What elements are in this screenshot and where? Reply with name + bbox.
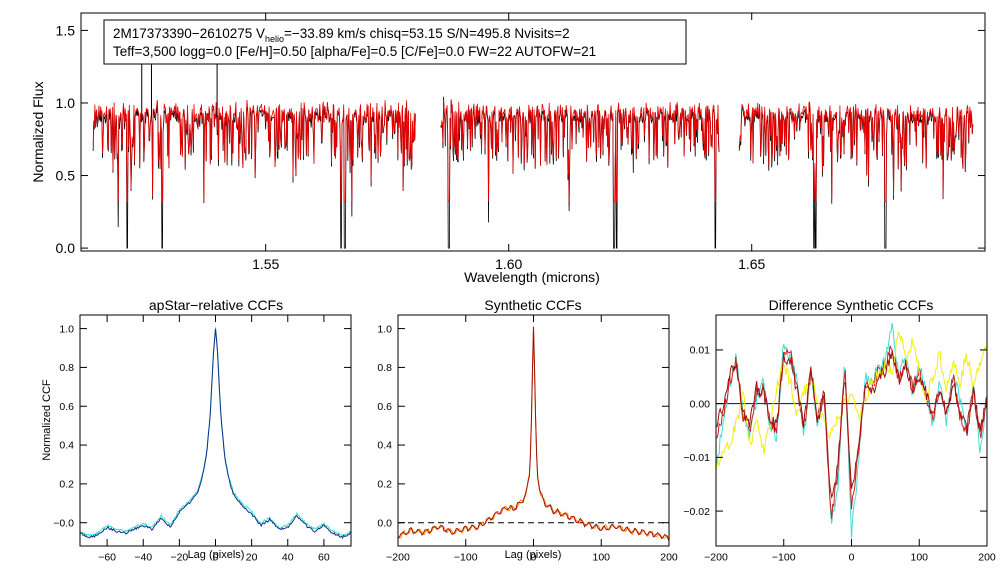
difference-ccf-x-tick-label: 200 [978,552,996,564]
spectrum-x-tick-label: 1.55 [252,256,279,272]
difference-ccf-y-tick-label: −0.01 [683,452,710,464]
synthetic-ccf-x-tick-label: −100 [454,552,478,564]
synthetic-ccf-x-tick-label: −200 [386,552,410,564]
difference-ccf-series-yellow [716,331,987,470]
difference-ccf-x-tick-label: 0 [849,552,855,564]
synthetic-ccf-ticks: −200 −100 0 100 200 0.0 0.2 0.4 0.6 0.8 1.0 [377,315,678,564]
apstar-ccf-y-tick-label: 0.6 [59,401,74,413]
apstar-ccf-y-tick-label: 0.4 [59,440,74,452]
apstar-ccf-x-axis-label: Lag (pixels) [188,549,245,561]
difference-ccf-y-tick-label: 0.01 [690,345,711,357]
spectrum-y-tick-label: 0.5 [56,167,76,183]
spectrum-x-axis-label: Wavelength (microns) [464,269,600,285]
spectrum-frame [80,12,986,252]
spectrum-x-tick-label: 1.60 [495,256,522,272]
difference-ccf-title: Difference Synthetic CCFs [769,297,934,313]
apstar-ccf-series-visit-2 [80,328,351,539]
apstar-ccf-title: apStar−relative CCFs [149,297,283,313]
spectrum-panel: 1.55 1.60 1.65 0.0 0.5 1.0 1.5 2M17373390−2610… [30,12,986,285]
difference-ccf-x-tick-label: 100 [910,552,928,564]
difference-ccf-series-cyan [716,322,987,539]
apstar-ccf-y-tick-label: 0.2 [59,479,74,491]
spectrum-y-tick-label: 1.5 [56,22,76,38]
difference-ccf-panel: Difference Synthetic CCFs −200 −100 0 100 20… [683,297,995,564]
apstar-ccf-panel: apStar−relative CCFs −60 −40 −20 0 20 40 60 −0.… [41,297,352,564]
difference-ccf-ticks: −200 −100 0 100 200 −0.02 −0.01 0.00 0.01 [683,315,996,564]
spectrum-model-line [738,101,974,203]
spectrum-series [92,56,974,249]
apstar-ccf-x-tick-label: −60 [98,552,116,564]
annotation-box [103,19,687,65]
apstar-ccf-y-axis-label: Normalized CCF [41,379,53,461]
apstar-ccf-x-tick-label: 20 [246,552,258,564]
difference-ccf-series-dark-red [716,350,987,499]
spectrum-model-line [440,100,720,203]
synthetic-ccf-y-tick-label: 0.0 [377,517,392,529]
apstar-ccf-x-tick-label: −20 [170,552,188,564]
synthetic-ccf-y-tick-label: 0.8 [377,362,392,374]
spectrum-model-line [92,100,416,203]
apstar-ccf-series [80,327,351,539]
annotation-line-2: Teff=3,500 logg=0.0 [Fe/H]=0.50 [alpha/F… [113,44,596,59]
synthetic-ccf-panel: Synthetic CCFs −200 −100 0 100 200 0.0 0.2 0.4 0… [377,297,678,564]
annotation-line-1: 2M17373390−2610275 Vhelio=−33.89 km/s ch… [113,26,570,44]
synthetic-ccf-series-dark-red [398,326,669,542]
spectrum-ticks: 1.55 1.60 1.65 0.0 0.5 1.0 1.5 [56,13,985,272]
apstar-ccf-y-tick-label: 0.8 [59,362,74,374]
spectrum-y-tick-label: 0.0 [56,240,76,256]
spectrum-x-tick-label: 1.65 [738,256,765,272]
synthetic-ccf-y-tick-label: 0.6 [377,401,392,413]
apstar-ccf-x-tick-label: 60 [318,552,330,564]
difference-ccf-y-tick-label: 0.00 [690,398,711,410]
synthetic-ccf-title: Synthetic CCFs [484,297,581,313]
synthetic-ccf-y-tick-label: 0.4 [377,440,392,452]
synthetic-ccf-series [398,326,669,542]
spectrum-y-tick-label: 1.0 [56,95,76,111]
difference-ccf-y-tick-label: −0.02 [683,506,710,518]
synthetic-ccf-x-tick-label: 100 [592,552,610,564]
apstar-ccf-x-tick-label: 40 [282,552,294,564]
apstar-ccf-ticks: −60 −40 −20 0 20 40 60 −0.0 0.2 0.4 0.6 0.8 1.0 [53,315,351,564]
synthetic-ccf-x-tick-label: 0 [531,552,537,564]
spectrum-y-axis-label: Normalized Flux [30,81,46,182]
difference-ccf-x-tick-label: −200 [704,552,728,564]
difference-ccf-series [716,322,987,539]
synthetic-ccf-x-tick-label: 200 [660,552,678,564]
synthetic-ccf-y-tick-label: 1.0 [377,323,392,335]
apstar-ccf-y-tick-label: −0.0 [53,517,74,529]
apstar-ccf-y-tick-label: 1.0 [59,323,74,335]
vhelio-subscript: helio [265,34,284,44]
difference-ccf-x-tick-label: −100 [772,552,796,564]
apstar-ccf-x-tick-label: −40 [134,552,152,564]
synthetic-ccf-y-tick-label: 0.2 [377,479,392,491]
synthetic-ccf-x-axis-label: Lag (pixels) [505,549,562,561]
apstar-ccf-x-tick-label: 0 [213,552,219,564]
